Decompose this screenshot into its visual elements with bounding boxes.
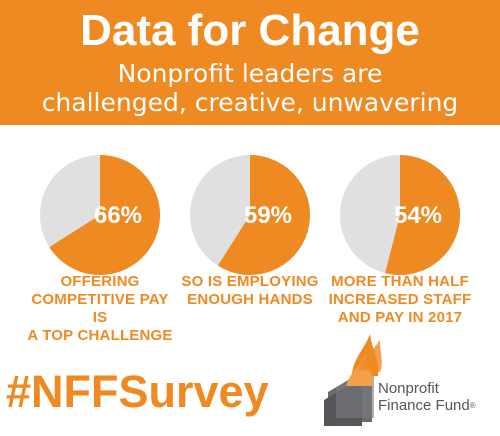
pie-slice-value-2 [217, 155, 310, 275]
pie-chart-1: 66% [40, 155, 160, 275]
pie-caption-line: OFFERING [60, 273, 140, 290]
pie-slice-value-3 [385, 155, 460, 275]
pie-value-label-1: 66% [94, 202, 142, 229]
pie-caption-line: ENOUGH HANDS [187, 291, 313, 308]
org-name-line-1: Nonprofit [378, 380, 439, 397]
registered-mark: ® [469, 401, 476, 410]
org-name-line-2: Finance Fund® [378, 397, 476, 414]
pie-caption-3: MORE THAN HALF INCREASED STAFF AND PAY IN … [325, 273, 475, 327]
hashtag: #NFFSurvey [6, 366, 269, 417]
pie-caption-line: A TOP CHALLENGE [27, 327, 173, 344]
pie-caption-line: MORE THAN HALF [331, 273, 469, 290]
pie-caption-line: INCREASED STAFF [328, 291, 472, 308]
nff-logo-icon [324, 334, 382, 426]
pie-chart-2: 59% [190, 155, 310, 275]
pie-chart-3: 54% [340, 155, 460, 275]
page-title: Data for Change [80, 6, 420, 55]
pie-slice-value-1 [49, 155, 160, 275]
pie-caption-2: SO IS EMPLOYING ENOUGH HANDS [175, 273, 325, 309]
org-name-line-2-text: Finance Fund [378, 397, 470, 414]
subtitle-line-2: challenged, creative, unwavering [41, 88, 459, 117]
pie-value-label-2: 59% [244, 202, 292, 229]
pie-caption-1: OFFERING COMPETITIVE PAY IS A TOP CHALLENG… [25, 273, 175, 345]
pie-caption-line: COMPETITIVE PAY IS [31, 291, 169, 326]
pie-caption-line: AND PAY IN 2017 [337, 309, 463, 326]
pie-value-label-3: 54% [394, 202, 442, 229]
pie-caption-line: SO IS EMPLOYING [181, 273, 319, 290]
header-banner: Data for Change Nonprofit leaders are ch… [0, 0, 500, 125]
subtitle-line-1: Nonprofit leaders are [117, 59, 383, 88]
